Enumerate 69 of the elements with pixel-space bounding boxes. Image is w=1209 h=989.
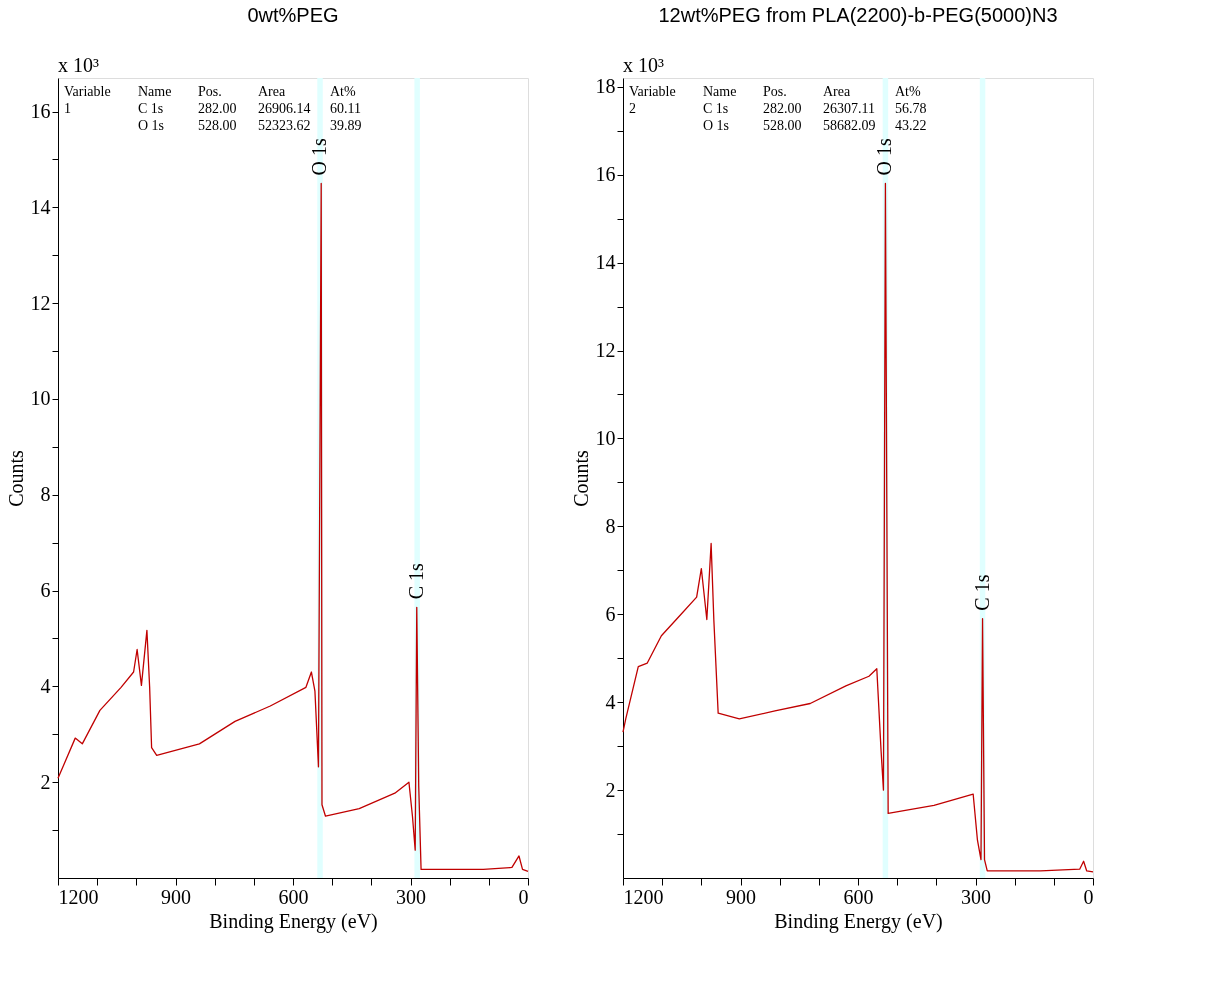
annotation: 58682.09: [823, 118, 876, 133]
y-tick-label: 12: [30, 291, 51, 314]
x-tick-label: 600: [278, 885, 309, 908]
annotation: C 1s: [703, 101, 729, 116]
x-tick-label: 600: [843, 885, 874, 908]
x-tick-label: 0: [1083, 885, 1094, 908]
text: x 10³: [58, 54, 99, 76]
y-tick-label: 6: [605, 602, 616, 625]
annotation: 282.00: [198, 101, 237, 116]
annotation: 60.11: [330, 101, 361, 116]
band-label: C 1s: [405, 563, 428, 600]
y-tick-label: 4: [40, 674, 51, 697]
band-label: O 1s: [308, 137, 331, 176]
y-tick-label: 2: [605, 778, 616, 801]
annotation: 43.22: [895, 118, 927, 133]
annotation: Name: [138, 84, 172, 99]
annotation: At%: [330, 84, 356, 99]
y-tick-label: 8: [40, 483, 51, 506]
y-tick-label: 14: [595, 251, 616, 274]
annotation: Variable: [629, 84, 676, 99]
annotation: Pos.: [198, 84, 222, 99]
band-label: C 1s: [970, 574, 993, 611]
x-tick-label: 300: [961, 885, 991, 908]
annotation: O 1s: [138, 118, 165, 133]
annotation: Area: [823, 84, 851, 99]
y-tick-label: 8: [605, 514, 616, 537]
y-axis-title: Counts: [4, 449, 27, 507]
chart-title: 12wt%PEG from PLA(2200)-b-PEG(5000)N3: [658, 4, 1058, 26]
y-axis-title: Counts: [569, 449, 592, 507]
x-axis-title: Binding Energy (eV): [209, 909, 378, 933]
x-tick-label: 300: [396, 885, 426, 908]
annotation: O 1s: [703, 118, 730, 133]
annotation: 528.00: [763, 118, 802, 133]
annotation: 26307.11: [823, 101, 875, 116]
annotation: Area: [258, 84, 286, 99]
x-tick-label: 0: [518, 885, 529, 908]
y-tick-label: 2: [40, 770, 51, 793]
x-tick-label: 1200: [58, 885, 99, 908]
line-series: [57, 182, 529, 872]
band-label: O 1s: [873, 138, 896, 176]
text: x 10³: [623, 54, 664, 76]
x-tick-label: 900: [161, 885, 191, 908]
y-tick-label: 16: [30, 100, 51, 123]
x-tick-label: 1200: [623, 885, 664, 908]
x-axis-title: Binding Energy (eV): [774, 909, 943, 933]
annotation: 39.89: [330, 118, 362, 133]
y-tick-label: 4: [605, 690, 616, 713]
annotation: Name: [703, 84, 737, 99]
annotation: 52323.62: [258, 118, 311, 133]
annotation: 56.78: [895, 101, 927, 116]
annotation: 528.00: [198, 118, 237, 133]
y-tick-label: 18: [595, 75, 616, 98]
annotation: 2: [629, 101, 636, 116]
line-series: [622, 182, 1094, 873]
y-tick-label: 12: [595, 339, 616, 362]
x-tick-label: 900: [726, 885, 756, 908]
y-tick-label: 10: [30, 387, 51, 410]
annotation: C 1s: [138, 101, 164, 116]
y-tick-label: 14: [30, 195, 51, 218]
annotation: 1: [64, 101, 71, 116]
annotation: 26906.14: [258, 101, 311, 116]
y-tick-label: 10: [595, 426, 616, 449]
y-tick-label: 16: [595, 163, 616, 186]
chart-title: 0wt%PEG: [247, 4, 339, 26]
annotation: At%: [895, 84, 921, 99]
annotation: Pos.: [763, 84, 787, 99]
annotation: 282.00: [763, 101, 802, 116]
y-tick-label: 6: [40, 579, 51, 602]
annotation: Variable: [64, 84, 111, 99]
